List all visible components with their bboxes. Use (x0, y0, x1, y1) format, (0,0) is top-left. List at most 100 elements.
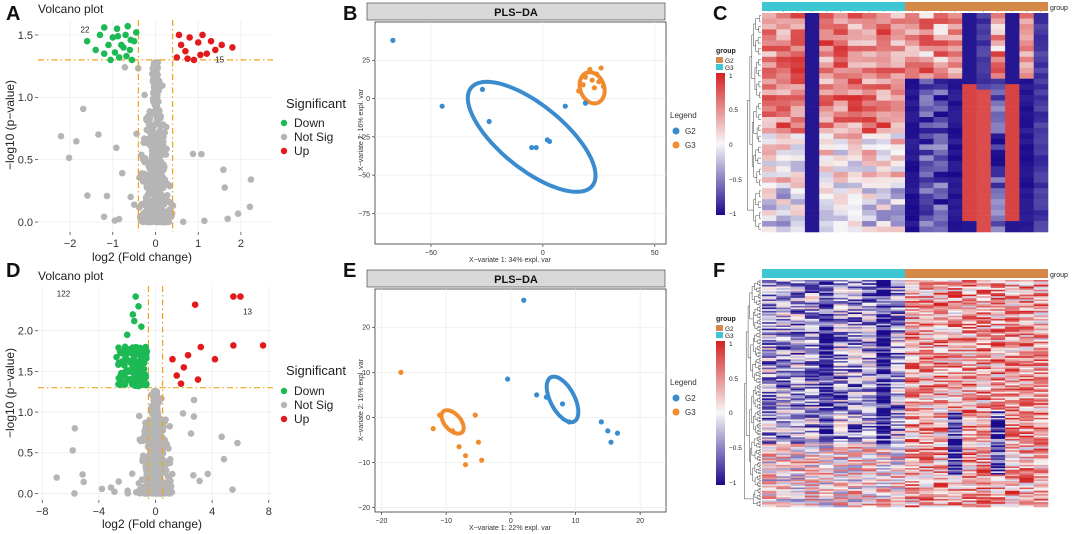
heatmap-cell (905, 291, 920, 294)
heatmap-cell (776, 333, 791, 336)
heatmap-cell (1005, 458, 1020, 461)
heatmap-cell (833, 199, 849, 205)
heatmap-cell (862, 464, 877, 467)
heatmap-cell (1019, 127, 1034, 134)
heatmap-cell (876, 341, 891, 344)
heatmap-cell (1005, 281, 1020, 284)
dendrogram-branch (756, 287, 760, 292)
heatmap-cell (833, 127, 849, 134)
heatmap-cell (962, 320, 977, 323)
heatmap-cell (890, 29, 906, 36)
heatmap-cell (790, 369, 806, 372)
heatmap-cell (876, 443, 891, 446)
heatmap-cell (919, 456, 934, 459)
g2-sample-point (529, 144, 535, 151)
heatmap-cell (947, 477, 963, 480)
heatmap-cell (1019, 144, 1034, 151)
heatmap-cell (933, 221, 949, 227)
heatmap-cell (1033, 338, 1049, 341)
heatmap-cell (990, 111, 1006, 118)
heatmap-cell (819, 443, 834, 446)
heatmap-cell (790, 469, 806, 472)
heatmap-cell (976, 357, 992, 360)
heatmap-cell (919, 458, 934, 461)
heatmap-cell (847, 422, 863, 425)
heatmap-cell (862, 328, 877, 331)
heatmap-cell (919, 215, 934, 222)
heatmap-cell (947, 138, 963, 145)
heatmap-cell (890, 155, 906, 162)
heatmap-cell (919, 362, 934, 365)
dendrogram-branch (757, 346, 760, 350)
heatmap-cell (1005, 482, 1020, 485)
heatmap-cell (776, 304, 791, 307)
heatmap-cell (933, 374, 949, 376)
dendrogram-branch (758, 351, 761, 355)
dendrogram-branch (758, 478, 761, 481)
heatmap-cell (862, 479, 877, 482)
heatmap-cell (1019, 459, 1034, 462)
heatmap-cell (790, 188, 806, 194)
heatmap-cell (819, 149, 834, 156)
notsig-point (155, 218, 163, 226)
heatmap-cell (1005, 301, 1020, 303)
heatmap-cell (990, 359, 1006, 362)
dendrogram-branch (754, 451, 758, 459)
heatmap-cell (762, 443, 777, 446)
heatmap-cell (762, 301, 777, 303)
heatmap-cell (1019, 412, 1034, 415)
heatmap-cell (862, 374, 877, 376)
heatmap-cell (876, 314, 891, 316)
heatmap-cell (919, 314, 934, 316)
heatmap-cell (976, 45, 992, 52)
heatmap-cell (776, 338, 791, 341)
heatmap-cell (1019, 210, 1034, 216)
dendrogram-branch (759, 403, 761, 406)
heatmap-cell (847, 469, 863, 472)
heatmap-cell (1019, 442, 1034, 445)
heatmap-cell (933, 318, 949, 321)
heatmap-cell (819, 292, 834, 295)
heatmap-cell (762, 294, 777, 297)
heatmap-cell (819, 456, 834, 459)
heatmap-cell (947, 302, 963, 305)
heatmap-cell (905, 45, 920, 52)
heatmap-cell (1005, 339, 1020, 342)
heatmap-cell (762, 328, 777, 331)
heatmap-cell (762, 362, 777, 365)
heatmap-cell (947, 284, 963, 287)
notsig-point (128, 470, 136, 478)
heatmap-cell (933, 339, 949, 342)
heatmap-cell (862, 481, 877, 483)
heatmap-cell (890, 289, 906, 292)
heatmap-cell (933, 416, 949, 419)
heatmap-cell (833, 327, 849, 329)
heatmap-cell (862, 404, 877, 407)
heatmap-cell (890, 425, 906, 428)
heatmap-cell (976, 432, 992, 435)
heatmap-cell (919, 399, 934, 402)
dendrogram-branch (758, 484, 761, 487)
heatmap-cell (1033, 463, 1049, 466)
heatmap-cell (804, 310, 820, 313)
heatmap-cell (776, 339, 791, 342)
heatmap-cell (833, 359, 849, 362)
heatmap-cell (1033, 388, 1049, 391)
heatmap-cell (990, 424, 1006, 427)
heatmap-cell (905, 382, 920, 385)
heatmap-cell (819, 432, 834, 435)
heatmap-cell (976, 356, 992, 359)
heatmap-cell (819, 23, 834, 30)
dendrogram-branch (759, 309, 761, 312)
heatmap-cell (1005, 390, 1020, 393)
heatmap-cell (947, 367, 963, 370)
heatmap-cell (833, 481, 849, 483)
heatmap-cell (919, 477, 934, 480)
heatmap-cell (833, 51, 849, 58)
dendrogram-branch (757, 201, 761, 208)
notsig-point (111, 217, 119, 224)
heatmap-cell (819, 327, 834, 329)
heatmap-cell (876, 477, 891, 480)
heatmap-cell (876, 122, 891, 129)
heatmap-cell (776, 335, 791, 338)
